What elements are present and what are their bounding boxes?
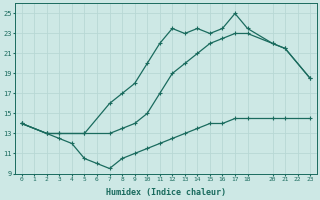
X-axis label: Humidex (Indice chaleur): Humidex (Indice chaleur) [106,188,226,197]
